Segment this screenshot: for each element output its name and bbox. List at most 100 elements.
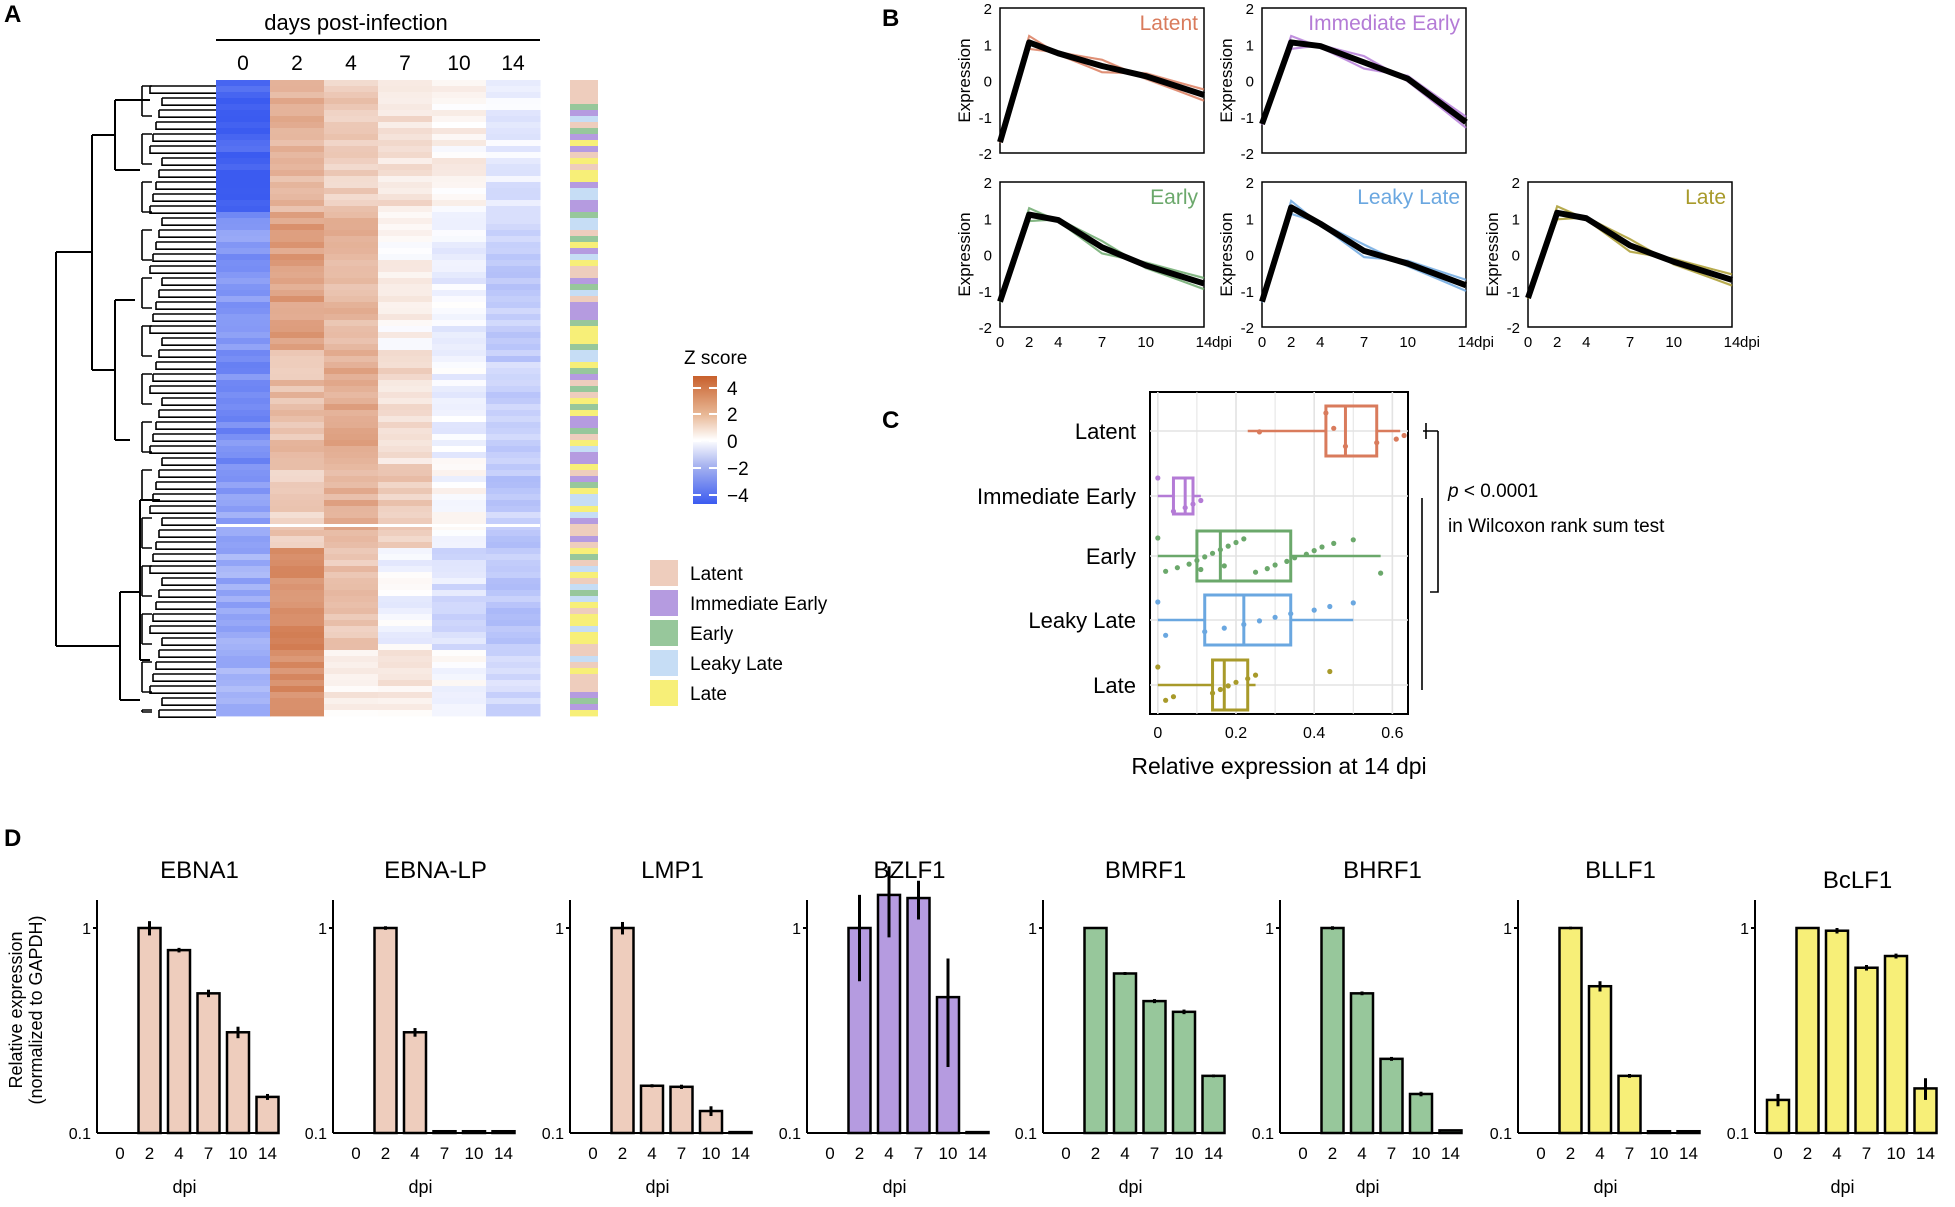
heatmap-cell [324,656,379,663]
heatmap-cell [324,170,379,177]
y-tick-label: 0 [984,248,992,265]
heatmap-cell [432,470,487,477]
heatmap-cell [378,368,433,375]
heatmap-cell [432,188,487,195]
heatmap-cell [378,122,433,129]
data-point [1163,632,1169,638]
heatmap-cell [486,482,541,489]
heatmap-cell [378,158,433,165]
bar [1587,984,1613,1135]
heatmap-cell [378,674,433,681]
heatmap-cell [432,578,487,585]
heatmap-cell [486,500,541,507]
class-strip-cell [570,326,598,333]
bar [728,1130,753,1135]
heatmap-cell [486,344,541,351]
x-tick-label: 4 [1582,334,1590,351]
dendrogram-leaf [158,469,216,478]
heatmap-cell [378,392,433,399]
class-strip-cell [570,302,598,309]
heatmap-cell [216,224,271,231]
heatmap-cell [432,530,487,537]
heatmap-cell [270,116,325,123]
x-tick-label: 14 [1458,334,1475,351]
heatmap-cell [486,170,541,177]
heatmap-cell [378,680,433,687]
class-strip-cell [570,134,598,141]
data-point [1331,540,1337,547]
legend-swatch [650,590,678,616]
heatmap-cell [432,284,487,291]
heatmap-cell [324,380,379,387]
heatmap-cell [324,152,379,159]
class-strip-cell [570,182,598,189]
bar-subplot: BcLF1 1 0.1 0 2 4 7 10 14 dpi [1727,867,1938,1197]
y-axis-label-2: (normalized to GAPDH) [26,915,46,1104]
heatmap-cell [432,230,487,237]
heatmap-cell [216,482,271,489]
x-axis-label: dpi [645,1177,669,1197]
heatmap-cell [216,374,271,381]
y-tick-label: 2 [984,1,992,18]
heatmap-cell [216,206,271,213]
heatmap-cell [270,650,325,657]
class-strip-cell [570,212,598,219]
data-point [1241,536,1247,542]
heatmap-cell [378,92,433,99]
heatmap-cell [270,632,325,639]
heatmap-cell [486,404,541,411]
bar [491,1129,516,1135]
dendrogram-leaf [155,181,216,190]
heatmap-cell [432,308,487,315]
x-tick-label: 4 [410,1144,419,1163]
class-strip-cell [570,482,598,489]
heatmap-cell [216,410,271,417]
heatmap-cell [216,530,271,537]
heatmap-cell [216,554,271,561]
heatmap-cell [486,356,541,363]
y-tick-label: -2 [1241,320,1254,337]
heatmap-cell [216,272,271,279]
dendrogram-leaf [152,133,216,142]
heatmap-cell [378,584,433,591]
heatmap-cell [486,206,541,213]
y-tick-label: -2 [979,146,992,163]
data-point [1217,547,1223,553]
heatmap-cell [486,380,541,387]
x-tick-label: 0 [1773,1144,1782,1163]
heatmap-cell [216,116,271,123]
x-tick-label: 4 [647,1144,656,1163]
heatmap-cell [324,614,379,621]
y-tick-label: 0.1 [305,1126,327,1143]
heatmap-cell [378,614,433,621]
data-point [1342,443,1349,449]
data-point [1241,621,1247,628]
gene-title: BcLF1 [1823,867,1892,894]
heatmap-cell [216,212,271,219]
mean-line [1525,209,1733,299]
heatmap-cell [432,92,487,99]
class-strip-cell [570,338,598,345]
class-strip-cell [570,146,598,153]
y-tick-label: 1 [1740,921,1749,938]
heatmap-cell [324,704,379,711]
gene-title: EBNA-LP [384,857,487,884]
x-tick-label: 0.6 [1381,725,1403,742]
data-point [1311,607,1317,613]
class-strip-cell [570,320,598,327]
heatmap-cell [324,440,379,447]
mean-line [997,39,1205,143]
heatmap-cell [324,290,379,297]
dendrogram-leaf [161,517,216,526]
gene-title: LMP1 [641,857,704,884]
heatmap-cell [270,692,325,699]
class-strip-cell [570,614,598,621]
dendrogram-leaf [155,541,216,550]
heatmap-cell [324,326,379,333]
heatmap-cell [270,548,325,555]
dendrogram-leaf [149,325,216,334]
x-tick-label: 2 [855,1144,864,1163]
data-point [1155,599,1161,605]
bar-subplot: EBNA1 1 0.1 0 2 4 7 10 14 dpi [69,857,280,1197]
heatmap-cell [486,428,541,435]
